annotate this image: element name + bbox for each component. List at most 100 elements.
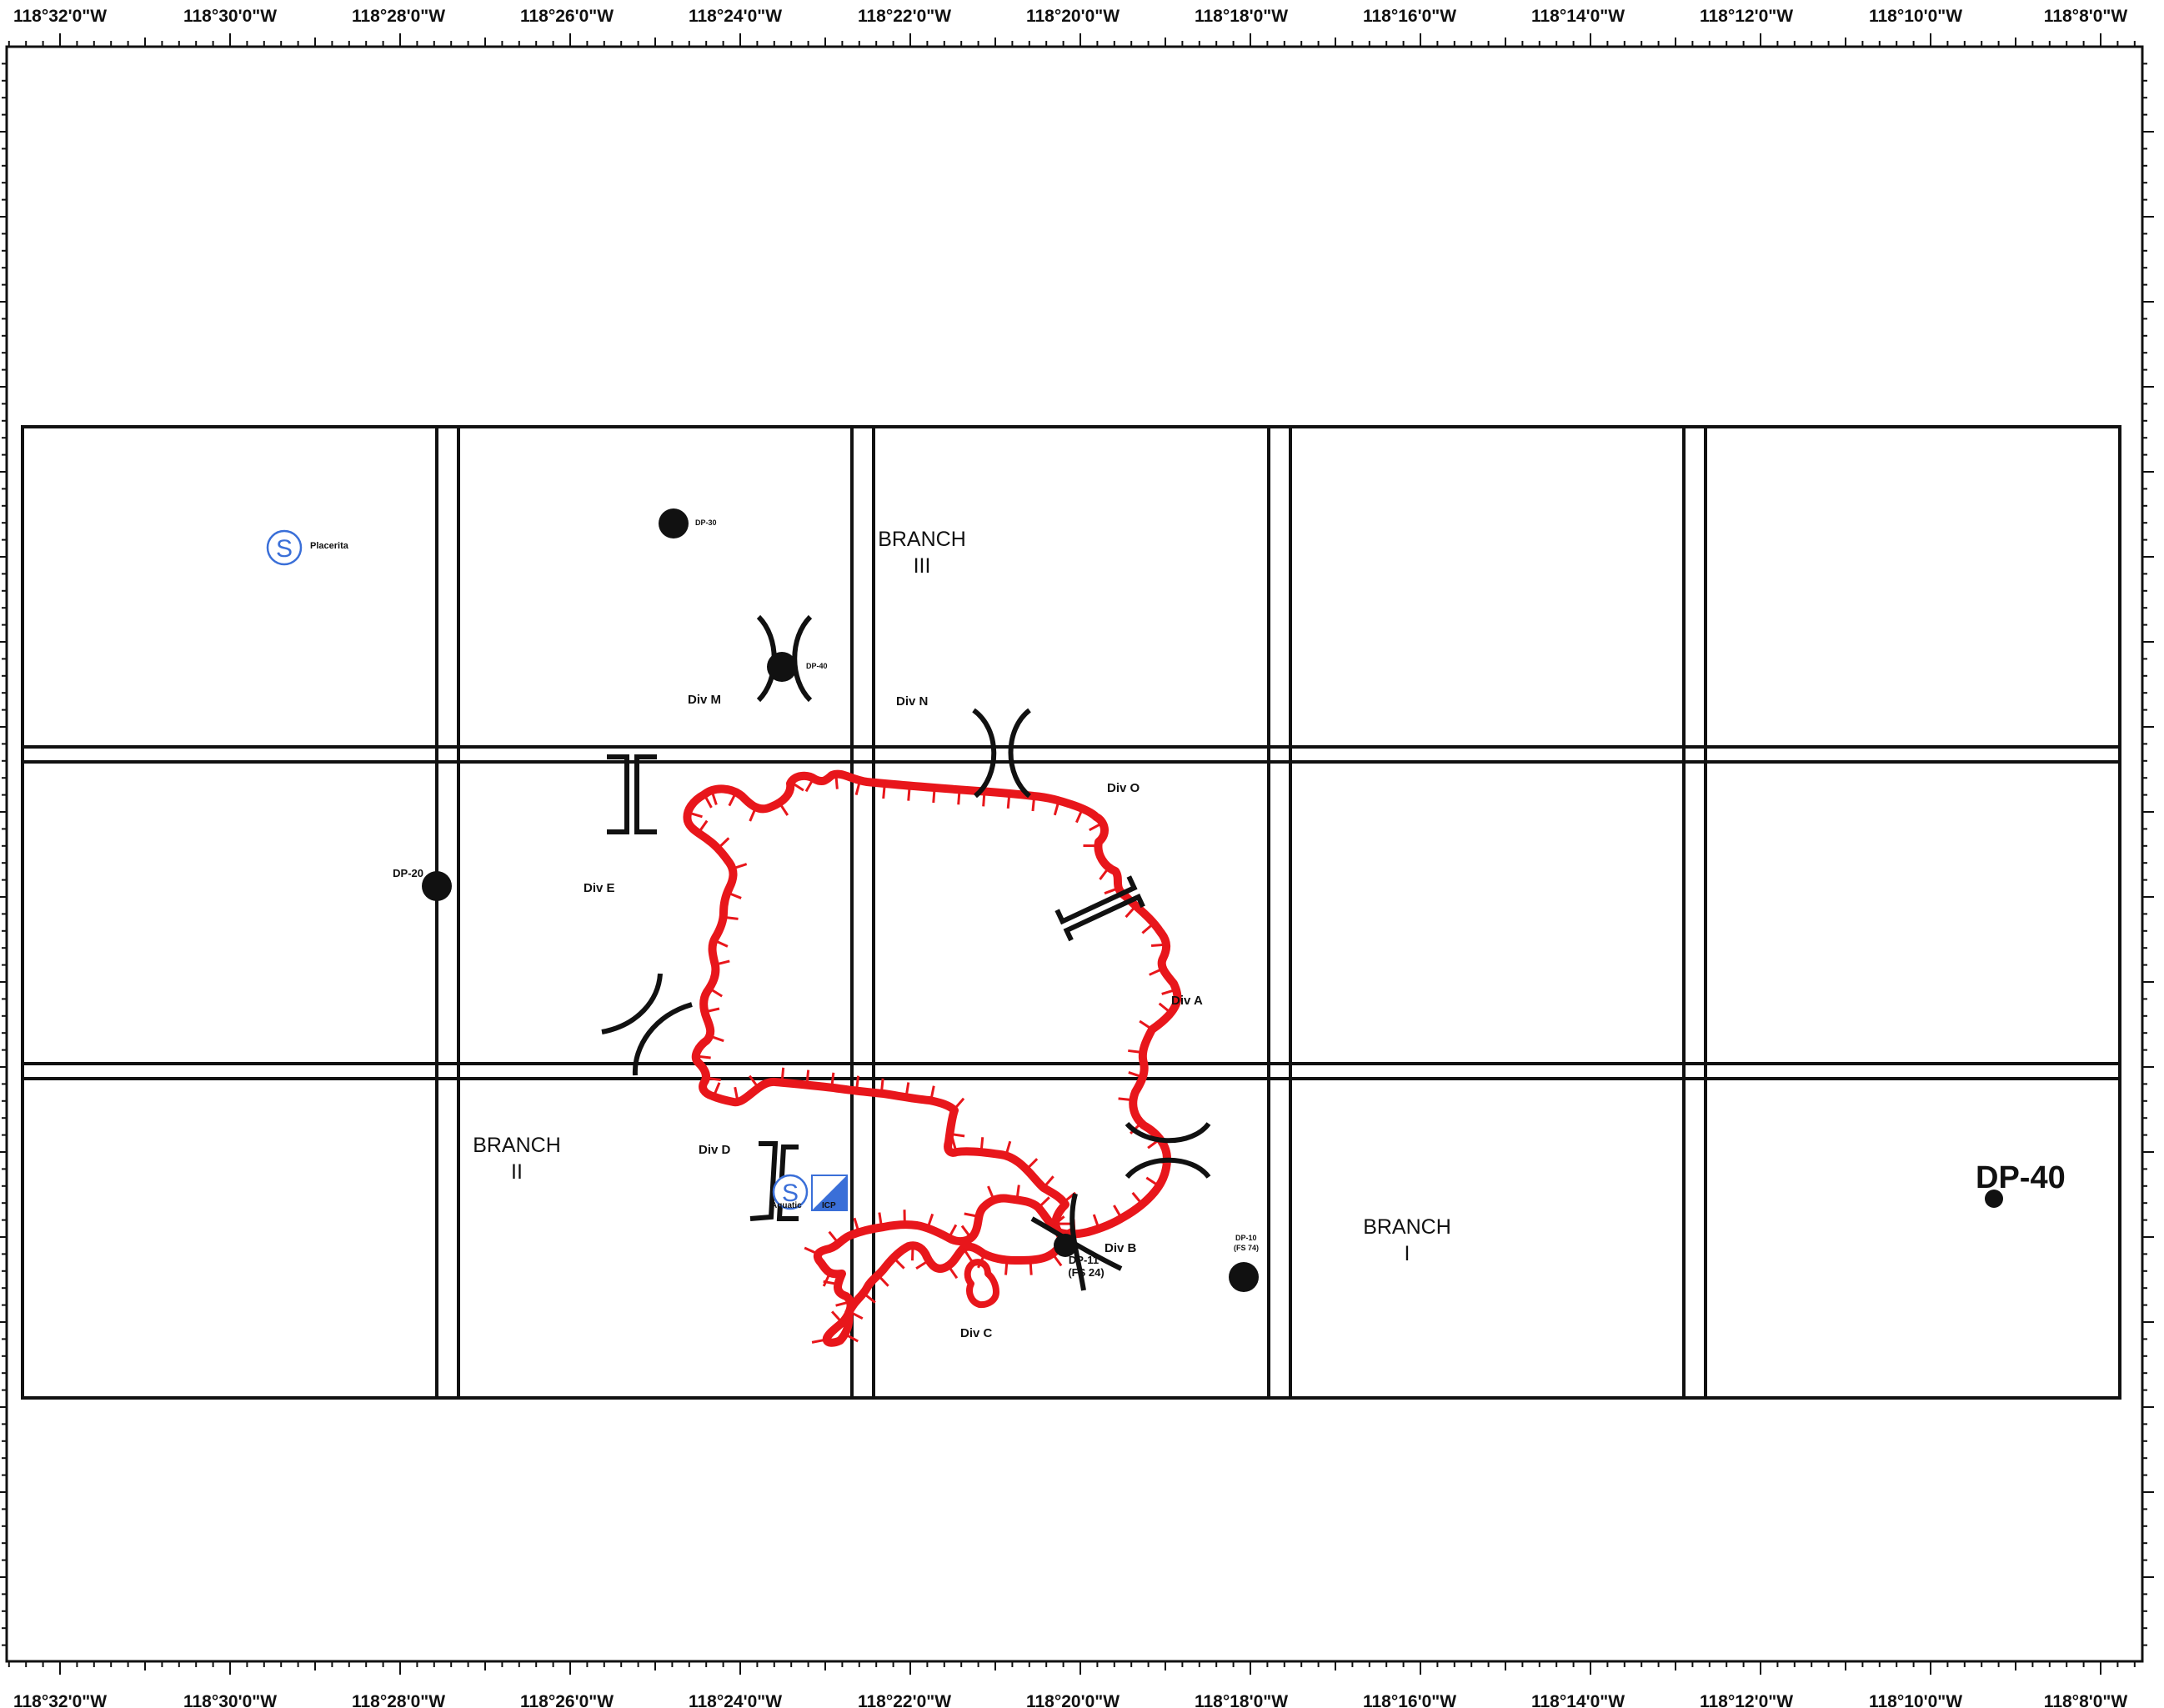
longitude-labels-top: 118°32'0"W 118°30'0"W 118°28'0"W 118°26'…: [13, 7, 2127, 26]
perimeter-hash-tick: [1099, 866, 1110, 880]
perimeter-hash-tick: [1125, 904, 1137, 919]
perimeter-hash-tick: [844, 1333, 859, 1343]
perimeter-hash-tick: [849, 1310, 864, 1320]
perimeter-hash-tick: [926, 1213, 934, 1229]
perimeter-hash-tick: [823, 1280, 839, 1286]
perimeter-hash-tick: [778, 802, 789, 816]
perimeter-hash-tick: [811, 1338, 828, 1344]
perimeter-hash-tick: [780, 1067, 785, 1083]
aquatic-label: Aquatic: [771, 1201, 802, 1210]
perimeter-hash-tick: [910, 1245, 914, 1261]
perimeter-hash-tick: [1141, 922, 1155, 934]
staging-area-icon[interactable]: S: [772, 1174, 809, 1210]
longitude-label: 118°26'0"W: [520, 7, 614, 26]
perimeter-hash-tick: [714, 959, 730, 966]
perimeter-hash-tick: [960, 1225, 972, 1239]
drop-point-icon[interactable]: [659, 508, 689, 538]
branch-3-label: BRANCH: [878, 528, 966, 551]
perimeter-hash-tick: [687, 811, 703, 819]
perimeter-hash-tick: [892, 1256, 905, 1270]
longitude-label: 118°18'0"W: [1195, 1692, 1288, 1708]
perimeter-hash-tick: [834, 774, 839, 789]
fire-perimeter-hash-ticks: [687, 774, 1177, 1344]
branch-break-icon: [607, 754, 657, 834]
perimeter-hash-tick: [723, 915, 739, 920]
perimeter-hash-tick: [822, 1272, 832, 1287]
perimeter-hash-tick: [1128, 1049, 1144, 1054]
perimeter-hash-tick: [717, 837, 730, 849]
perimeter-hash-tick: [1089, 821, 1104, 832]
longitude-label: 118°10'0"W: [1869, 1692, 1962, 1708]
perimeter-hash-tick: [726, 891, 742, 899]
perimeter-hash-tick: [1029, 1260, 1033, 1275]
perimeter-hash-tick: [907, 785, 911, 801]
longitude-label: 118°22'0"W: [858, 7, 951, 26]
perimeter-hash-tick: [1113, 1205, 1123, 1220]
perimeter-hash-tick: [862, 1292, 876, 1304]
perimeter-hash-tick: [855, 1075, 860, 1091]
perimeter-hash-tick: [705, 1076, 721, 1082]
longitude-label: 118°12'0"W: [1700, 7, 1793, 26]
drop-point-icon[interactable]: [1229, 1262, 1259, 1292]
perimeter-hash-tick: [1004, 1140, 1012, 1156]
drop-point-icon[interactable]: [767, 652, 797, 682]
perimeter-hash-tick: [709, 987, 723, 998]
perimeter-hash-tick: [1051, 1253, 1063, 1267]
drop-point-icon[interactable]: [1985, 1190, 2003, 1208]
perimeter-hash-tick: [947, 1224, 958, 1239]
longitude-label: 118°14'0"W: [1531, 1692, 1625, 1708]
incident-command-post-icon[interactable]: [811, 1175, 848, 1211]
perimeter-hash-tick: [949, 1132, 965, 1138]
longitude-label: 118°20'0"W: [1026, 1692, 1120, 1708]
staging-area-icon[interactable]: S: [266, 529, 303, 566]
perimeter-hash-tick: [1092, 1214, 1100, 1230]
longitude-label: 118°32'0"W: [13, 7, 107, 26]
perimeter-hash-tick: [929, 1085, 935, 1101]
perimeter-hash-tick: [804, 777, 815, 793]
perimeter-hash-tick: [1104, 887, 1120, 895]
perimeter-hash-tick: [1031, 795, 1036, 812]
dp-40-small-label: DP-40: [806, 662, 828, 670]
perimeter-hash-tick: [1037, 1196, 1050, 1209]
perimeter-hash-tick: [712, 1082, 721, 1098]
div-c-label: Div C: [960, 1326, 993, 1340]
drop-point-icon[interactable]: [422, 871, 452, 901]
perimeter-hash-tick: [790, 781, 804, 792]
longitude-label: 118°8'0"W: [2044, 1692, 2128, 1708]
perimeter-hash-tick: [1145, 1176, 1160, 1187]
div-e-label: Div E: [584, 881, 615, 895]
longitude-label: 118°16'0"W: [1363, 1692, 1456, 1708]
perimeter-hash-tick: [1150, 943, 1167, 947]
fire-perimeter-main: [683, 769, 1182, 1239]
drop-point-icon[interactable]: [1054, 1234, 1077, 1257]
longitude-label: 118°8'0"W: [2044, 7, 2128, 26]
longitude-label: 118°24'0"W: [689, 1692, 782, 1708]
longitude-label: 118°14'0"W: [1531, 7, 1625, 26]
perimeter-hash-tick: [828, 1230, 840, 1245]
perimeter-hash-tick: [713, 939, 729, 948]
perimeter-hash-tick: [853, 1217, 860, 1233]
dp-10-label-sub: (FS 74): [1234, 1244, 1259, 1252]
perimeter-hash-tick: [704, 1007, 720, 1014]
perimeter-hash-tick: [964, 1212, 979, 1218]
division-labels: Div M Div N Div O Div E Div A Div D Div …: [584, 693, 1203, 1340]
perimeter-hash-tick: [709, 1034, 724, 1043]
div-m-label: Div M: [688, 693, 721, 707]
branch-labels: BRANCH III BRANCH II BRANCH I: [473, 528, 1451, 1265]
longitude-label: 118°30'0"W: [183, 1692, 277, 1708]
longitude-label: 118°18'0"W: [1195, 7, 1288, 26]
longitude-label: 118°10'0"W: [1869, 7, 1962, 26]
perimeter-hash-tick: [710, 789, 718, 805]
division-break-icon: [601, 973, 693, 1076]
longitude-label: 118°28'0"W: [352, 1692, 445, 1708]
branch-2-numeral: II: [511, 1160, 523, 1184]
branch-1-numeral: I: [1405, 1242, 1410, 1265]
perimeter-hash-tick: [879, 1078, 884, 1094]
perimeter-hash-tick: [830, 1072, 835, 1088]
perimeter-hash-tick: [1075, 808, 1084, 824]
branch-break-icon: [1054, 875, 1145, 942]
dp-20-label: DP-20: [393, 867, 423, 879]
perimeter-hash-tick: [1006, 793, 1011, 809]
perimeter-hash-tick: [1149, 967, 1164, 976]
